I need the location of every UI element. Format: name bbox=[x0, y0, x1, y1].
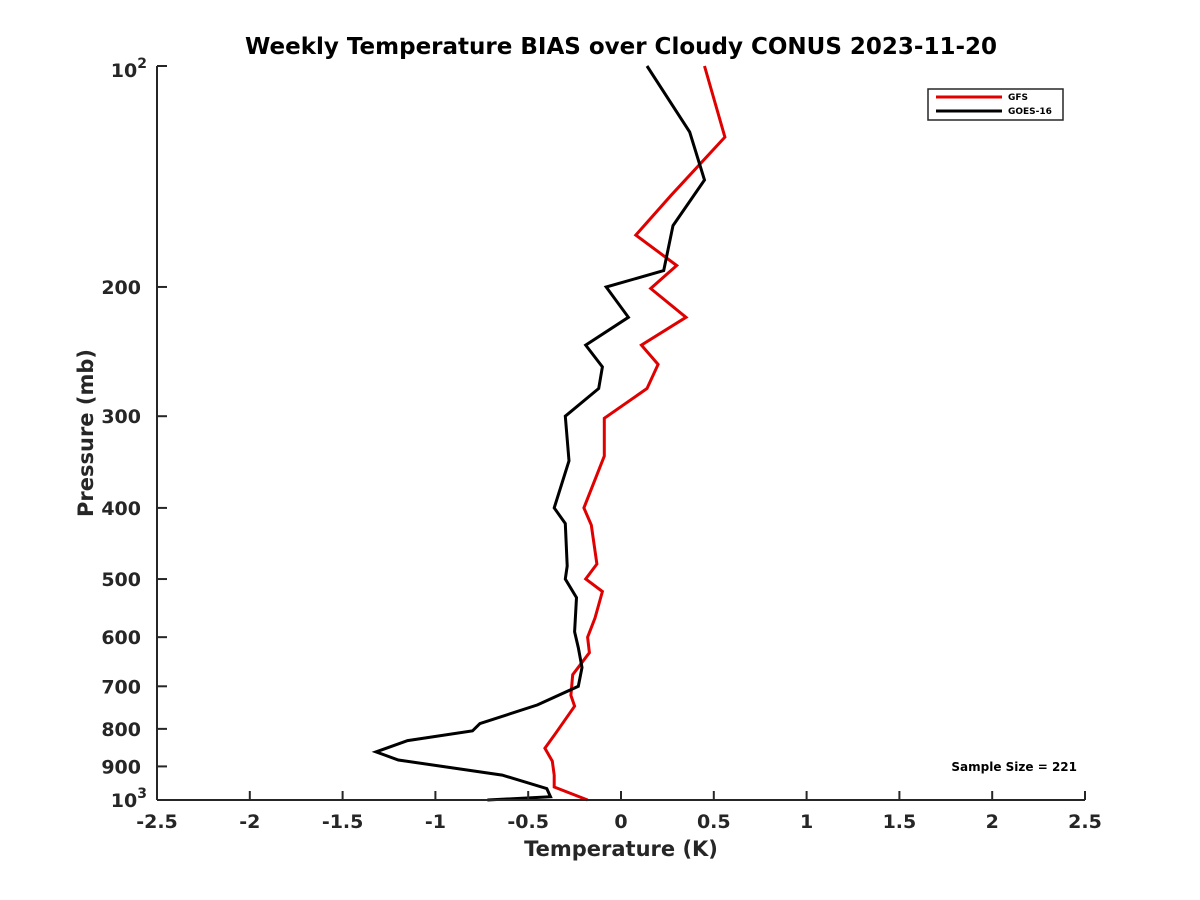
x-tick-label: -2 bbox=[239, 811, 260, 833]
chart-title: Weekly Temperature BIAS over Cloudy CONU… bbox=[245, 34, 997, 60]
y-tick-label-top: 102 bbox=[111, 56, 147, 82]
x-axis-label: Temperature (K) bbox=[524, 837, 718, 861]
series-layer bbox=[371, 65, 727, 802]
x-tick-label: -2.5 bbox=[136, 811, 178, 833]
x-axis-ticks: -2.5 -2 -1.5 -1 -0.5 0 0.5 1 1.5 2 2.5 bbox=[136, 791, 1102, 833]
axes-layer bbox=[156, 66, 1085, 801]
y-bottom-base: 10 bbox=[111, 790, 137, 812]
y-tick-label: 300 bbox=[101, 406, 141, 428]
y-tick-label: 800 bbox=[101, 719, 141, 741]
sample-size-annotation: Sample Size = 221 bbox=[951, 760, 1077, 774]
legend: GFS GOES-16 bbox=[927, 88, 1064, 121]
x-tick-label: 1.5 bbox=[883, 811, 917, 833]
x-tick-label: 0.5 bbox=[697, 811, 731, 833]
y-tick-label: 200 bbox=[101, 277, 141, 299]
y-tick-label: 600 bbox=[101, 627, 141, 649]
x-tick-label: 2.5 bbox=[1068, 811, 1102, 833]
x-tick-label: -1 bbox=[425, 811, 446, 833]
y-tick-label: 900 bbox=[101, 756, 141, 778]
y-bottom-exp: 3 bbox=[137, 786, 147, 802]
x-tick-label: 2 bbox=[986, 811, 999, 833]
x-tick-label: 0 bbox=[614, 811, 627, 833]
y-axis-ticks: 200 300 400 500 600 700 800 900 bbox=[101, 65, 167, 801]
y-top-exp: 2 bbox=[137, 56, 147, 72]
y-tick-label: 500 bbox=[101, 569, 141, 591]
legend-label-gfs: GFS bbox=[1008, 93, 1028, 103]
x-tick-label: -0.5 bbox=[507, 811, 549, 833]
x-tick-label: -1.5 bbox=[322, 811, 364, 833]
y-axis-label: Pressure (mb) bbox=[74, 349, 98, 517]
y-tick-label-bottom: 103 bbox=[111, 786, 147, 812]
y-tick-label: 400 bbox=[101, 498, 141, 520]
series-line-goes16 bbox=[371, 65, 707, 802]
y-top-base: 10 bbox=[111, 60, 137, 82]
series-line-gfs bbox=[543, 65, 727, 802]
legend-label-goes16: GOES-16 bbox=[1008, 107, 1052, 117]
y-tick-label: 700 bbox=[101, 676, 141, 698]
x-tick-label: 1 bbox=[800, 811, 813, 833]
legend-box bbox=[927, 88, 1064, 121]
